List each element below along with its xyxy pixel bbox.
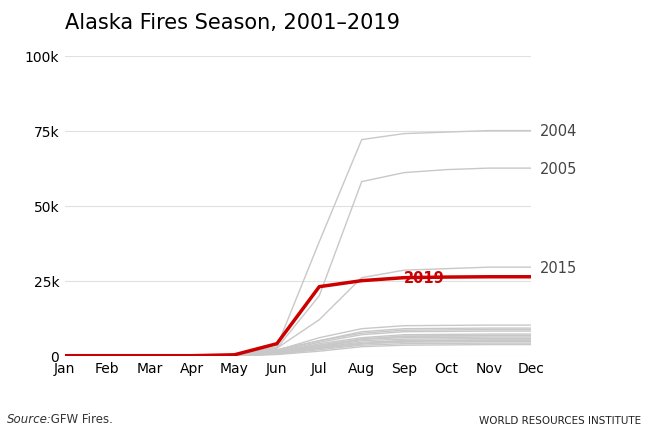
Text: WORLD RESOURCES INSTITUTE: WORLD RESOURCES INSTITUTE: [480, 415, 642, 425]
Text: Alaska Fires Season, 2001–2019: Alaska Fires Season, 2001–2019: [65, 13, 400, 33]
Text: GFW Fires.: GFW Fires.: [47, 412, 113, 425]
Text: 2019: 2019: [404, 270, 445, 285]
Text: 2005: 2005: [540, 161, 577, 176]
Text: Source:: Source:: [6, 412, 51, 425]
Text: 2004: 2004: [540, 124, 577, 139]
Text: 2015: 2015: [540, 260, 577, 275]
